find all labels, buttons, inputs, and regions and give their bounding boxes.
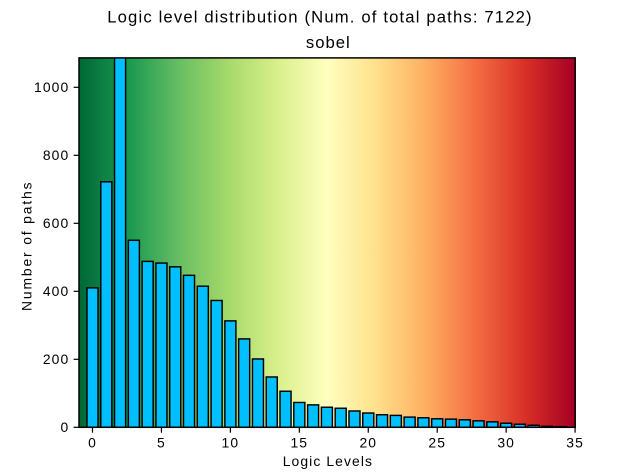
svg-text:30: 30	[497, 434, 515, 450]
svg-text:20: 20	[359, 434, 377, 450]
svg-text:15: 15	[290, 434, 308, 450]
svg-text:0: 0	[88, 434, 97, 450]
svg-text:1000: 1000	[34, 79, 69, 95]
svg-text:Logic level distribution (Num.: Logic level distribution (Num. of total …	[107, 8, 533, 27]
svg-text:Logic Levels: Logic Levels	[283, 453, 373, 469]
svg-text:400: 400	[43, 283, 69, 299]
svg-text:800: 800	[43, 147, 69, 163]
svg-text:Number of paths: Number of paths	[18, 181, 34, 311]
svg-text:600: 600	[43, 215, 69, 231]
svg-text:200: 200	[43, 351, 69, 367]
svg-text:10: 10	[222, 434, 240, 450]
svg-text:sobel: sobel	[306, 33, 351, 52]
svg-text:5: 5	[157, 434, 166, 450]
svg-text:25: 25	[428, 434, 446, 450]
svg-text:0: 0	[60, 419, 69, 435]
svg-text:35: 35	[566, 434, 584, 450]
